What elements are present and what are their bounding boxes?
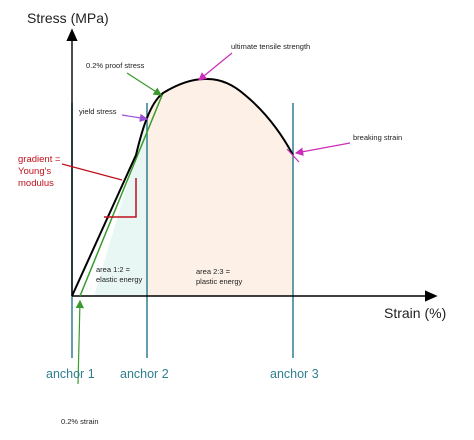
breaking-strain-arrow [294, 142, 351, 156]
gradient-label-line1: gradient = [18, 154, 61, 165]
elastic-energy-label-line2: elastic energy [96, 275, 143, 284]
gradient-pointer [61, 163, 123, 181]
anchor-2-label: anchor 2 [120, 367, 169, 381]
proof-stress-arrow [126, 72, 163, 96]
elastic-energy-label-line1: area 1:2 = [96, 265, 131, 274]
gradient-label-line3: modulus [18, 178, 54, 189]
elastic-energy-region [94, 118, 147, 296]
yield-stress-arrow [121, 113, 149, 123]
breaking-strain-label: breaking strain [353, 133, 402, 142]
plastic-energy-label-line2: plastic energy [196, 277, 243, 286]
stress-strain-curve [71, 77, 294, 297]
offset-line [79, 92, 164, 297]
y-axis-label: Stress (MPa) [27, 10, 109, 26]
gradient-label-line2: Young's [18, 166, 51, 177]
strain-offset-label: 0.2% strain [61, 417, 99, 426]
plastic-energy-label-line1: area 2:3 = [196, 267, 231, 276]
uts-arrow [198, 52, 233, 81]
plastic-energy-region [147, 78, 293, 296]
anchor-3-label: anchor 3 [270, 367, 319, 381]
x-axis-label: Strain (%) [384, 305, 446, 321]
anchor-1-label: anchor 1 [46, 367, 95, 381]
yield-stress-label: yield stress [79, 107, 117, 116]
breaking-point-cross [286, 148, 300, 163]
uts-label: ultimate tensile strength [231, 42, 310, 51]
strain-offset-arrow [75, 299, 85, 385]
proof-stress-label: 0.2% proof stress [86, 61, 145, 70]
gradient-triangle [104, 178, 137, 218]
